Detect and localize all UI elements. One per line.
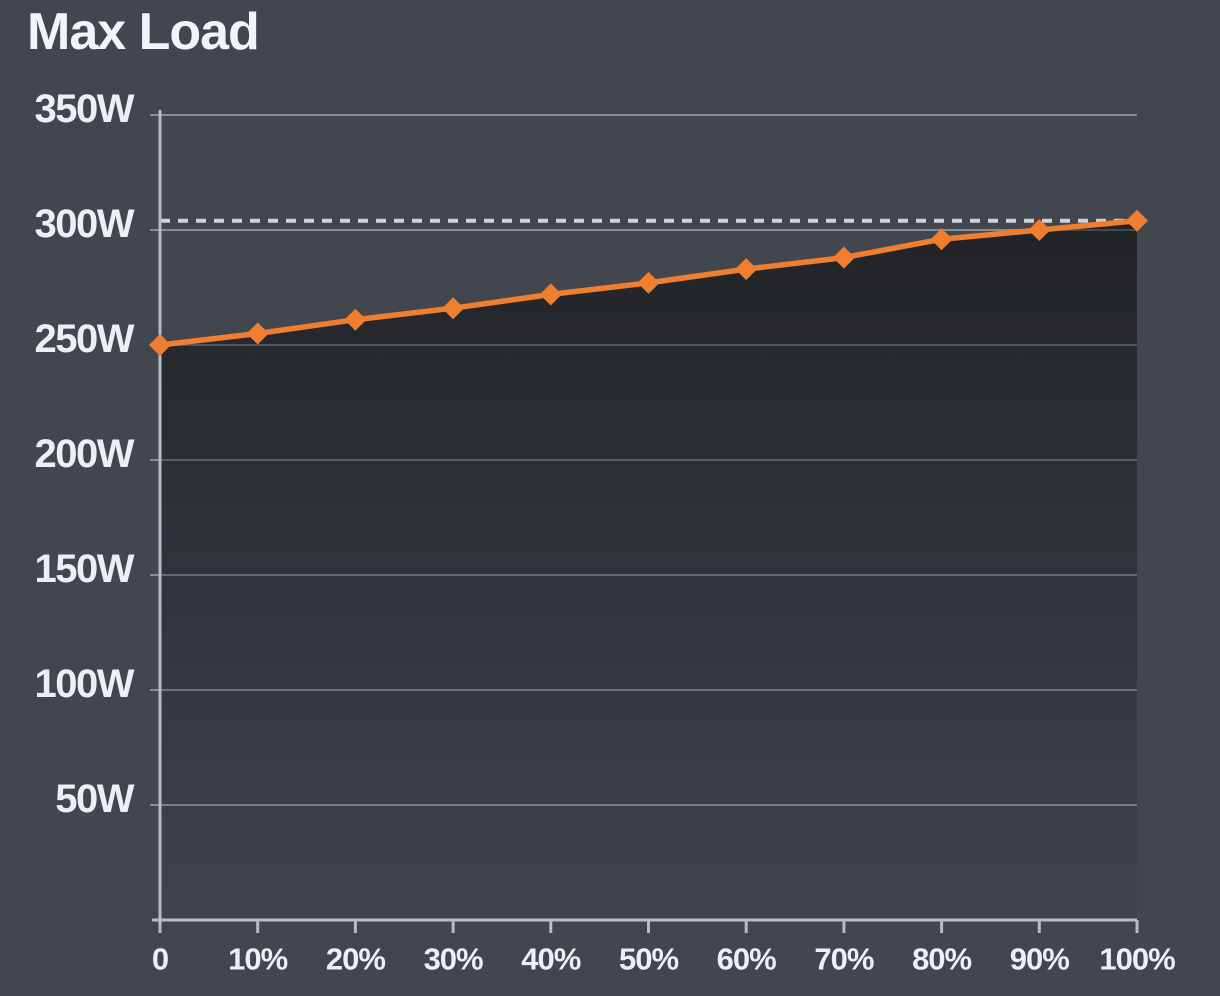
y-axis-label: 50W: [55, 777, 134, 821]
data-point-marker: [539, 283, 562, 306]
x-axis-label: 70%: [814, 942, 873, 977]
y-axis-label: 150W: [35, 547, 135, 591]
data-point-marker: [1028, 219, 1051, 241]
data-point-marker: [1126, 209, 1148, 232]
y-axis-label: 250W: [35, 317, 135, 361]
x-axis-label: 30%: [424, 942, 483, 977]
area-fill: [160, 220, 1137, 921]
data-point-marker: [930, 228, 953, 251]
x-axis-label: 40%: [521, 942, 580, 977]
y-axis-label: 100W: [35, 662, 135, 706]
x-axis-label: 90%: [1010, 942, 1069, 977]
data-point-marker: [246, 322, 269, 345]
chart-title: Max Load: [27, 3, 260, 61]
x-axis-label: 100%: [1099, 942, 1175, 977]
y-axis-label: 350W: [35, 87, 135, 131]
x-axis-label: 20%: [326, 942, 385, 977]
data-point-marker: [832, 246, 855, 269]
y-axis-label: 300W: [35, 202, 135, 246]
x-axis-label: 60%: [717, 942, 776, 977]
x-axis-label: 50%: [619, 942, 678, 977]
data-point-marker: [149, 334, 171, 356]
y-axis-label: 200W: [35, 432, 135, 476]
x-axis-label: 10%: [228, 942, 287, 977]
data-point-marker: [735, 258, 758, 281]
x-axis-label: 0: [152, 942, 168, 977]
x-axis-label: 80%: [912, 942, 971, 977]
data-point-marker: [344, 308, 367, 331]
data-point-marker: [442, 297, 465, 320]
data-point-marker: [637, 271, 660, 294]
